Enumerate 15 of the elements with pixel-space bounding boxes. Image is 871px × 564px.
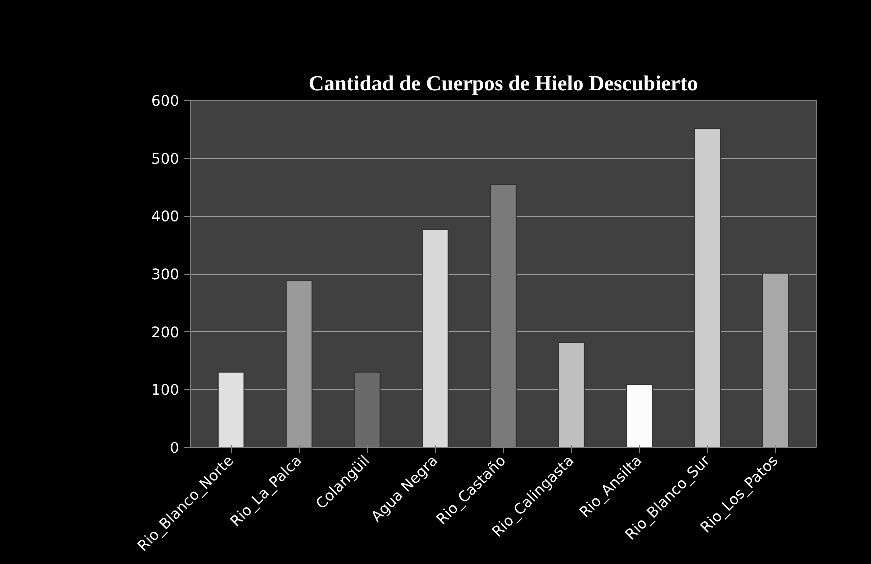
bar	[422, 230, 449, 448]
bar	[558, 342, 585, 448]
bar	[218, 372, 245, 448]
y-tick-label: 400	[152, 208, 180, 226]
chart-title: Cantidad de Cuerpos de Hielo Descubierto	[308, 72, 698, 96]
bar	[626, 384, 654, 448]
bar	[694, 128, 722, 448]
y-tick-label: 500	[152, 150, 180, 168]
y-tick-label: 300	[152, 266, 180, 284]
y-tick-label: 600	[152, 93, 180, 110]
y-tick-label: 0	[170, 440, 180, 457]
bar	[354, 372, 381, 448]
bar	[762, 272, 790, 448]
y-tick-label: 200	[152, 324, 180, 342]
y-tick-label: 100	[152, 382, 180, 400]
